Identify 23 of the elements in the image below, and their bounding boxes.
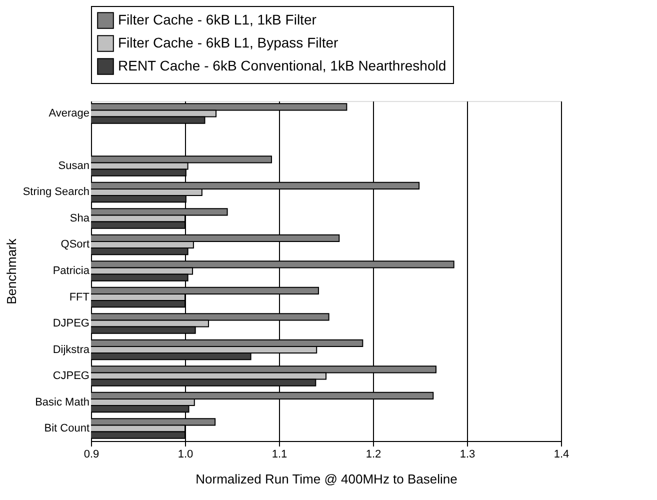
legend-label: Filter Cache - 6kB L1, 1kB Filter <box>118 12 317 28</box>
y-tick-label: CJPEG <box>52 370 90 382</box>
x-tick-label: 0.9 <box>84 448 100 460</box>
x-axis-title: Normalized Run Time @ 400MHz to Baseline <box>196 472 458 486</box>
y-tick-label: QSort <box>60 238 90 251</box>
y-tick-label: DJPEG <box>52 318 90 330</box>
legend-label: Filter Cache - 6kB L1, Bypass Filter <box>118 34 339 50</box>
y-tick-label: FFT <box>69 291 90 304</box>
x-tick-label: 1.3 <box>460 448 476 460</box>
x-tick-label: 1.2 <box>366 448 382 460</box>
x-tick-label: 1.1 <box>272 448 288 460</box>
y-axis-title: Benchmark <box>4 238 19 304</box>
legend-label: RENT Cache - 6kB Conventional, 1kB Nearthreshold <box>118 58 446 74</box>
y-tick-label: String Search <box>22 186 90 198</box>
y-tick-label: Susan <box>58 160 90 172</box>
x-tick-label: 1.0 <box>178 448 194 460</box>
y-tick-label: Patricia <box>52 265 90 277</box>
y-tick-label: Bit Count <box>44 422 90 435</box>
y-tick-label: Dijkstra <box>52 344 90 356</box>
y-tick-label: Sha <box>70 212 90 224</box>
y-tick-label: Average <box>48 107 90 120</box>
y-tick-label: Basic Math <box>35 396 90 408</box>
x-tick-label: 1.4 <box>554 448 570 460</box>
